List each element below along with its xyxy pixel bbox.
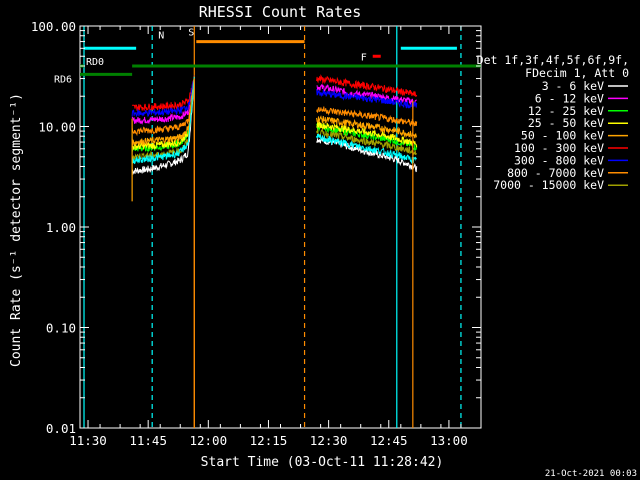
legend-label-0: 3 - 6 keV [542, 79, 604, 93]
legend-label-1: 6 - 12 keV [535, 91, 604, 105]
series-line-5-seg-1 [316, 74, 418, 97]
x-tick-label-1: 11:45 [129, 433, 167, 448]
series-line-3-seg-1 [316, 119, 418, 148]
chart-title: RHESSI Count Rates [199, 3, 362, 21]
series-line-6-seg-1 [316, 88, 418, 109]
series-line-8-seg-1 [316, 127, 417, 157]
legend-label-2: 12 - 25 keV [528, 104, 604, 118]
legend-label-3: 25 - 50 keV [528, 116, 604, 130]
series-line-1-seg-0 [131, 80, 195, 126]
y-tick-label-0: 0.01 [46, 421, 76, 436]
series-line-0-seg-0 [131, 81, 195, 176]
y-tick-label-4: 100.00 [31, 19, 76, 34]
series-line-9-seg-0 [131, 76, 195, 165]
series-line-7-seg-1 [316, 106, 418, 127]
legend-header-line-1: Det 1f,3f,4f,5f,6f,9f, [477, 53, 629, 67]
series-line-3-seg-0 [131, 76, 195, 151]
series-line-5-seg-0 [131, 78, 195, 111]
legend-label-5: 100 - 300 keV [514, 141, 604, 155]
x-tick-label-0: 11:30 [69, 433, 107, 448]
generation-timestamp: 21-Oct-2021 00:03 [545, 469, 637, 479]
flag-label-s: S [188, 28, 194, 39]
x-tick-label-3: 12:15 [250, 433, 288, 448]
series-line-9-seg-1 [316, 133, 418, 165]
y-tick-label-3: 10.00 [38, 120, 76, 135]
y-tick-label-1: 0.10 [46, 321, 76, 336]
x-tick-label-2: 12:00 [189, 433, 227, 448]
series-line-1-seg-1 [316, 84, 417, 105]
flag-label-f: F [361, 52, 367, 63]
series-line-6-seg-0 [131, 75, 195, 118]
flag-label-n: N [158, 30, 164, 41]
series-line-7-seg-0 [131, 75, 195, 137]
x-tick-label-4: 12:30 [310, 433, 348, 448]
x-axis-label: Start Time (03-Oct-11 11:28:42) [201, 455, 444, 470]
y-axis-label: Count Rate (s⁻¹ detector segment⁻¹) [9, 93, 24, 367]
series-line-4-seg-0 [131, 79, 195, 146]
legend-label-6: 300 - 800 keV [514, 153, 604, 167]
x-tick-label-6: 13:00 [430, 433, 468, 448]
flag-label-rd0: RD0 [86, 57, 104, 68]
series-line-4-seg-1 [316, 115, 418, 139]
legend-label-7: 800 - 7000 keV [507, 166, 604, 180]
legend-label-4: 50 - 100 keV [521, 129, 604, 143]
x-tick-label-5: 12:45 [370, 433, 408, 448]
flag-label-rd6: RD6 [54, 74, 72, 85]
plot-area: N S F RD0 RD6 11:30 11:45 12:00 12:15 12:30 12:45 1… [31, 19, 482, 448]
legend-label-8: 7000 - 15000 keV [493, 178, 604, 192]
series-line-2-seg-1 [316, 123, 418, 152]
y-tick-label-2: 1.00 [46, 220, 76, 235]
legend-header-line-2: FDecim 1, Att 0 [525, 66, 629, 80]
